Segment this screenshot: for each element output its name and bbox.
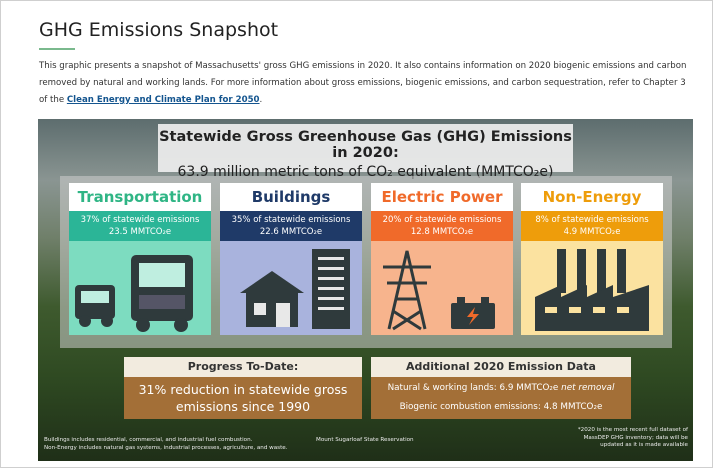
card-amount: 22.6 MMTCO₂e: [220, 226, 362, 238]
card-title: Buildings: [220, 183, 362, 211]
buildings-icon: [220, 241, 362, 335]
card-share: 8% of statewide emissions: [521, 214, 663, 226]
land-text: Natural & working lands: 6.9 MMTCO₂e: [388, 383, 559, 393]
icon-shape: [318, 277, 344, 280]
icon-shape: [593, 307, 605, 313]
icon-shape: [246, 293, 298, 327]
additional-heading: Additional 2020 Emission Data: [371, 357, 631, 377]
card-amount: 12.8 MMTCO₂e: [371, 226, 513, 238]
power-icon: [371, 241, 513, 335]
card: Electric Power 20% of statewide emission…: [371, 183, 513, 335]
card-share: 35% of statewide emissions: [220, 214, 362, 226]
heading-rule: [39, 48, 75, 50]
icon-shape: [276, 303, 290, 327]
icon-shape: [79, 315, 91, 327]
factory-icon: [521, 241, 663, 335]
footnote-line: Buildings includes residential, commerci…: [44, 436, 288, 444]
land-note: net removal: [561, 383, 614, 393]
icon-shape: [101, 315, 113, 327]
icon-shape: [254, 303, 266, 315]
intro-end: .: [260, 95, 263, 105]
intro: This graphic presents a snapshot of Mass…: [39, 58, 689, 109]
icon-shape: [481, 297, 489, 303]
card-title: Non-Energy: [521, 183, 663, 211]
card-amount: 4.9 MMTCO₂e: [521, 226, 663, 238]
page: GHG Emissions Snapshot This graphic pres…: [0, 0, 713, 468]
footnote-line: Non-Energy includes natural gas systems,…: [44, 444, 288, 452]
icon-shape: [139, 295, 185, 309]
plan-link[interactable]: Clean Energy and Climate Plan for 2050: [67, 95, 260, 105]
icon-shape: [597, 249, 606, 293]
icon-shape: [457, 297, 465, 303]
icon-shape: [240, 271, 304, 293]
footnote: Buildings includes residential, commerci…: [44, 436, 288, 452]
card-amount: 23.5 MMTCO₂e: [69, 226, 211, 238]
trucks-icon: [69, 241, 211, 335]
icon-shape: [139, 263, 185, 287]
data-note: *2020 is the most recent full dataset of…: [576, 427, 688, 450]
additional-line: Natural & working lands: 6.9 MMTCO₂e net…: [371, 379, 631, 398]
icon-shape: [569, 307, 581, 313]
title: Statewide Gross Greenhouse Gas (GHG) Emi…: [158, 129, 573, 161]
card-image: [220, 241, 362, 335]
icon-shape: [545, 307, 557, 313]
icon-shape: [136, 318, 150, 332]
photo-credit: Mount Sugarloaf State Reservation: [316, 437, 414, 443]
icon-shape: [174, 318, 188, 332]
card-image: [371, 241, 513, 335]
additional-body: Natural & working lands: 6.9 MMTCO₂e net…: [371, 377, 631, 419]
progress-text: 31% reduction in statewide gross emissio…: [124, 377, 362, 419]
icon-shape: [318, 257, 344, 260]
icon-shape: [617, 307, 629, 313]
additional-line: Biogenic combustion emissions: 4.8 MMTCO…: [371, 398, 631, 417]
icon-shape: [81, 291, 109, 303]
additional-box: Additional 2020 Emission Data Natural & …: [371, 357, 631, 419]
card-title: Transportation: [69, 183, 211, 211]
icon-shape: [318, 267, 344, 270]
icon-shape: [383, 251, 431, 329]
icon-shape: [617, 249, 626, 293]
progress-box: Progress To-Date: 31% reduction in state…: [124, 357, 362, 419]
card-image: [521, 241, 663, 335]
card-share: 37% of statewide emissions: [69, 214, 211, 226]
infographic: Statewide Gross Greenhouse Gas (GHG) Emi…: [38, 119, 693, 461]
heading: GHG Emissions Snapshot: [39, 19, 278, 41]
card-title: Electric Power: [371, 183, 513, 211]
card-share: 20% of statewide emissions: [371, 214, 513, 226]
infographic-title: Statewide Gross Greenhouse Gas (GHG) Emi…: [158, 124, 573, 172]
card: Transportation 37% of statewide emission…: [69, 183, 211, 335]
icon-shape: [318, 307, 344, 310]
progress-heading: Progress To-Date:: [124, 357, 362, 377]
icon-shape: [318, 287, 344, 290]
icon-shape: [389, 251, 425, 329]
icon-shape: [318, 297, 344, 300]
card-image: [69, 241, 211, 335]
